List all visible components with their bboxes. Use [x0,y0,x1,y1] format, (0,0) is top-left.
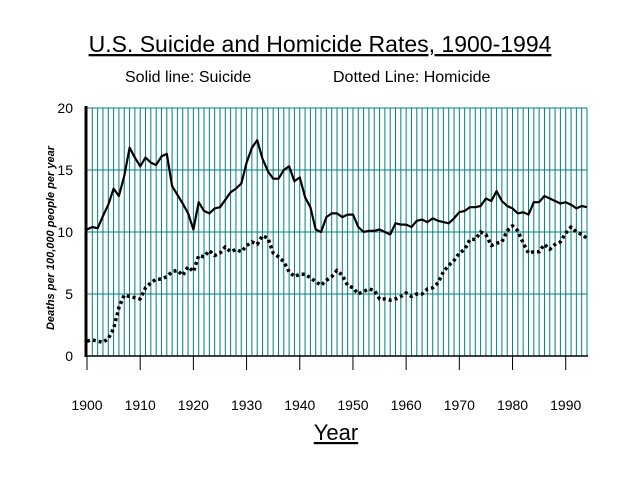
y-tick-label: 5 [65,286,73,302]
x-axis-title: Year [314,420,358,445]
x-tick-label: 1930 [231,397,262,413]
y-tick-label: 15 [57,162,73,178]
series-line-homicide [86,224,589,345]
x-tick-label: 1950 [337,397,368,413]
x-tick-label: 1940 [284,397,315,413]
x-tick-label: 1990 [550,397,581,413]
y-axis-title: Deaths per 100,000 people per year [45,145,57,330]
x-tick-label: 1910 [125,397,156,413]
y-tick-label: 0 [65,348,73,364]
x-tick-label: 1920 [178,397,209,413]
tick-labels: 1900 1910 1920 1930 1940 1950 1960 1970 1980 1990… [57,100,581,413]
y-tick-label: 10 [57,224,73,240]
x-tick-label: 1970 [444,397,475,413]
series-group [86,139,589,345]
chart-title: U.S. Suicide and Homicide Rates, 1900-19… [89,31,552,57]
grid [87,107,588,356]
series-line-suicide [86,139,588,236]
legend-suicide: Solid line: Suicide [125,69,251,86]
x-tick-label: 1960 [391,397,422,413]
y-tick-label: 20 [57,100,73,116]
x-tick-label: 1900 [71,397,102,413]
legend-homicide: Dotted Line: Homicide [333,69,491,86]
x-tick-label: 1980 [497,397,528,413]
